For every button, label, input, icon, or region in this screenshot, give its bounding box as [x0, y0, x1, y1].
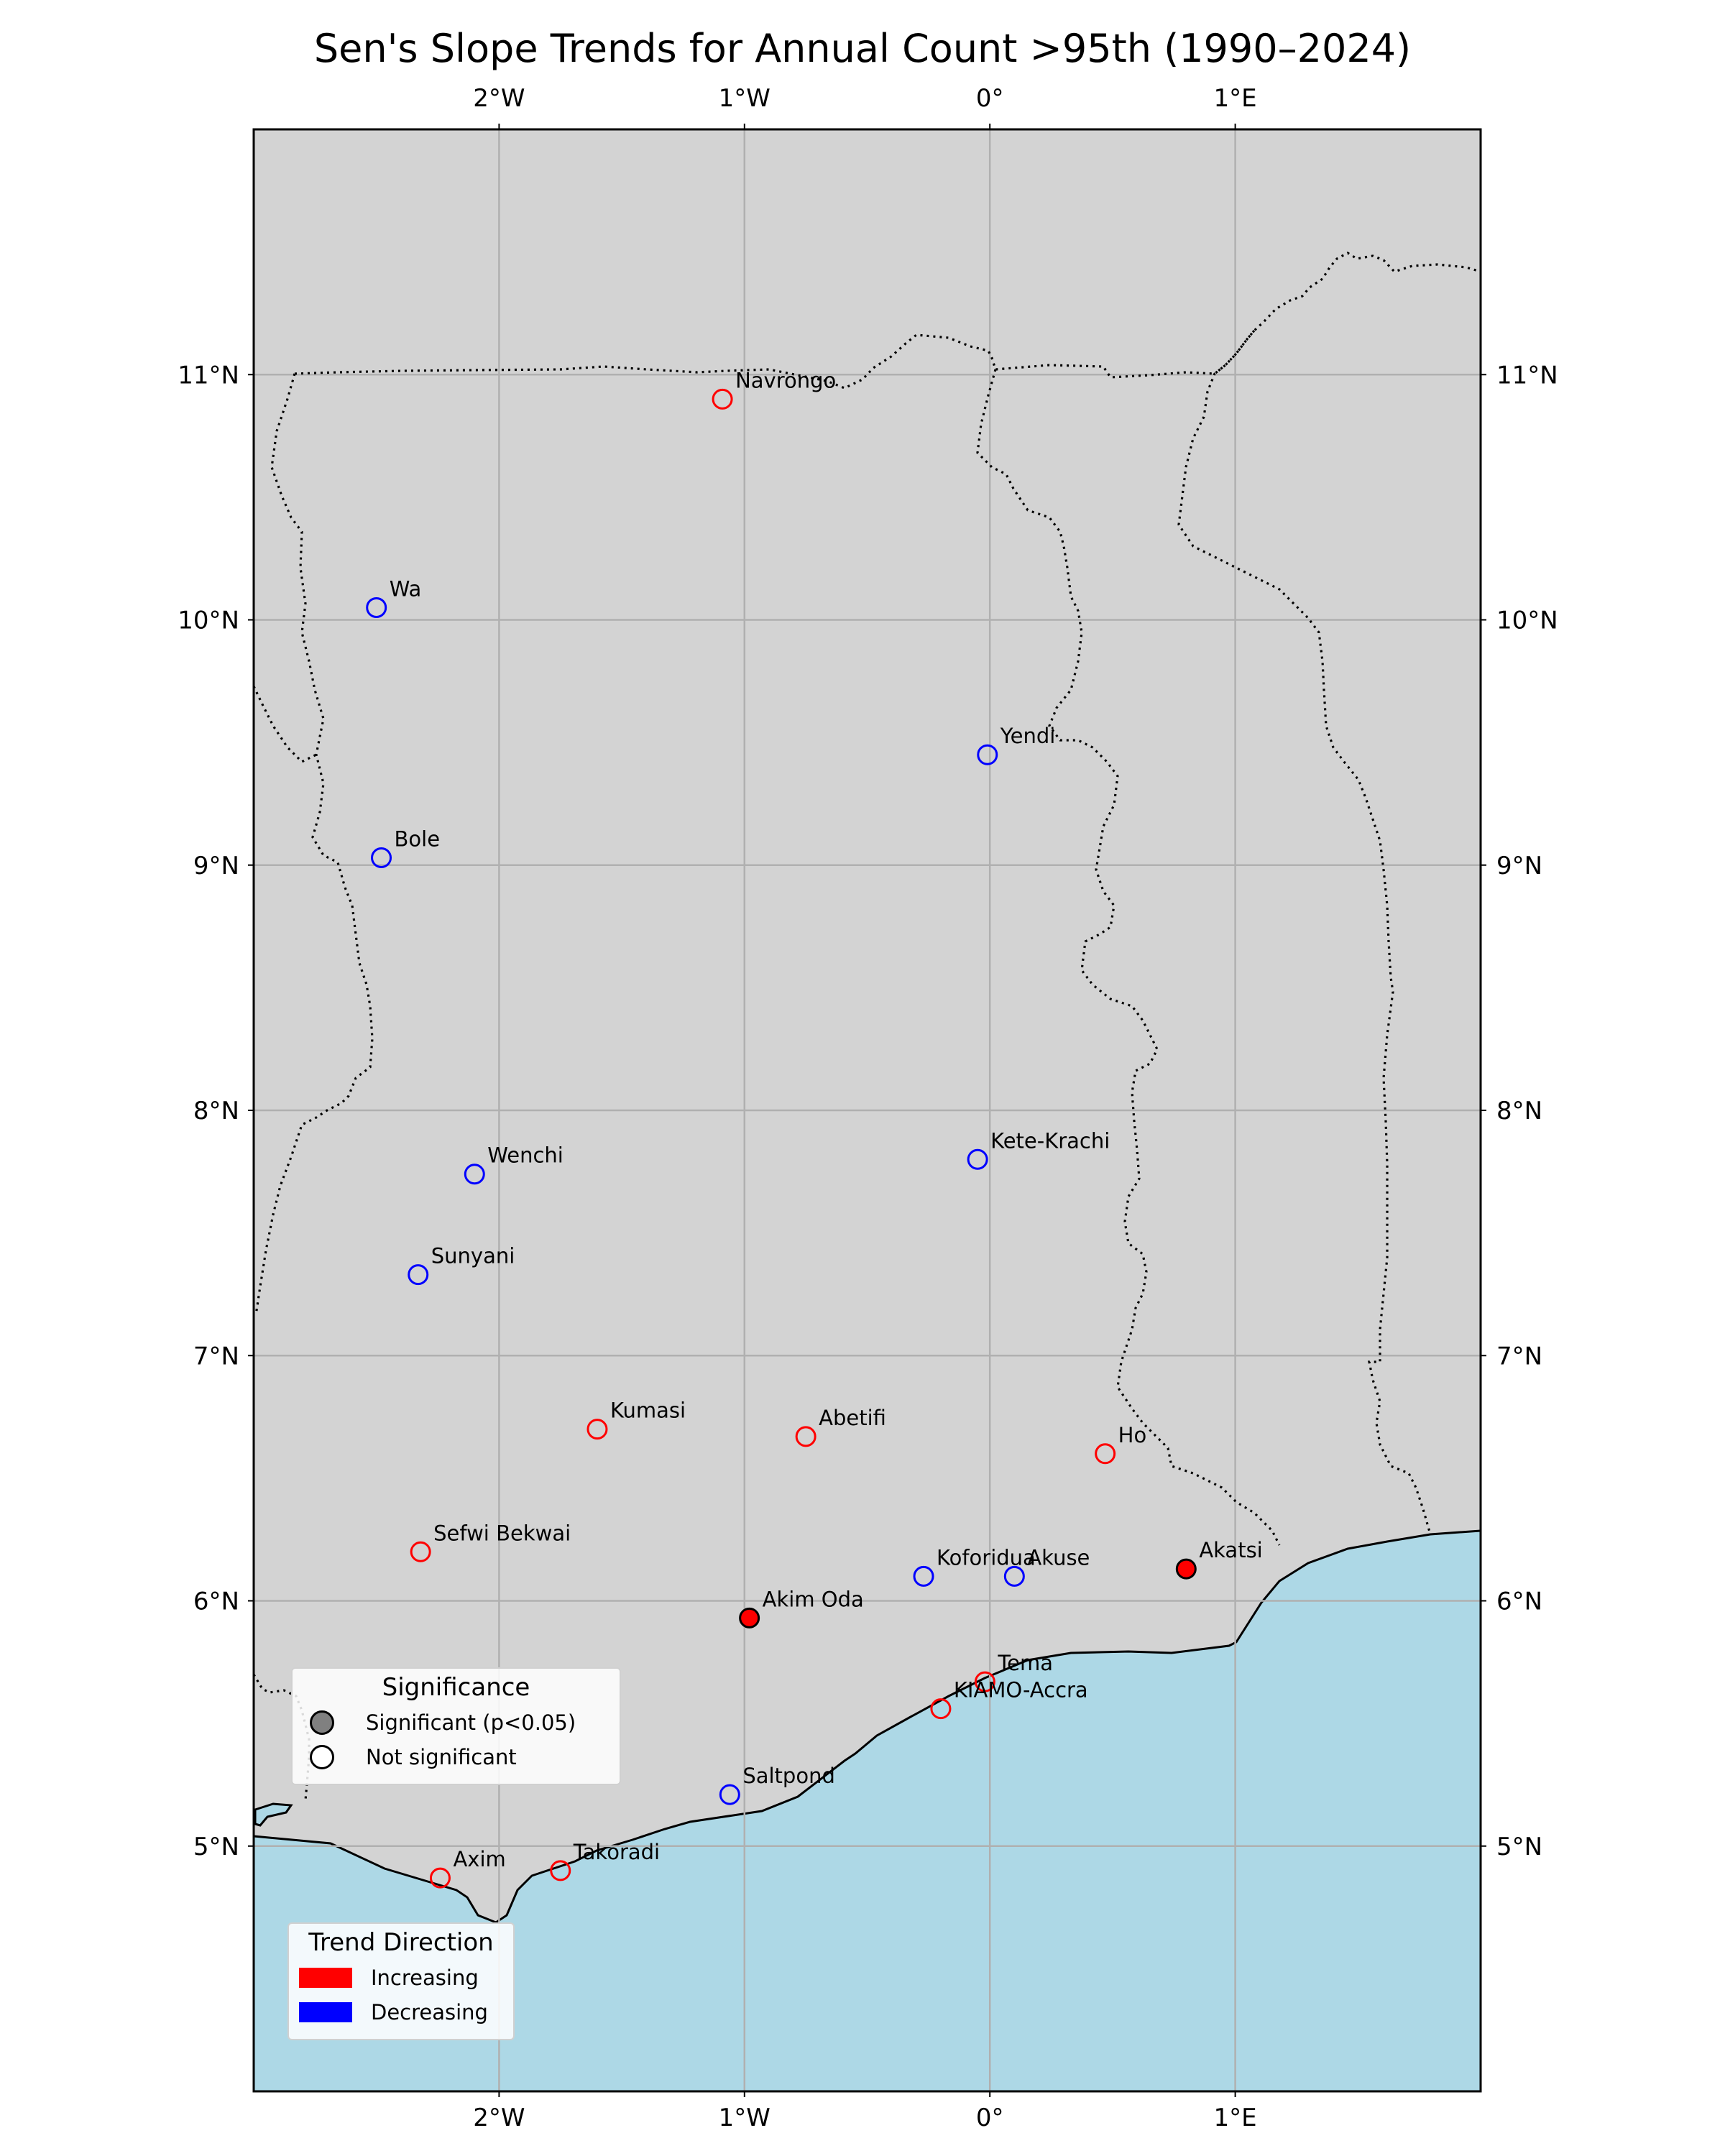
- country-borders: [254, 252, 1481, 1801]
- trend-direction-legend: Trend Direction Increasing Decreasing: [288, 1922, 515, 2040]
- station-marker-tema: [974, 1671, 995, 1692]
- station-marker-wenchi: [464, 1164, 485, 1185]
- land-area: [254, 129, 1481, 1922]
- station-label-bole: Bole: [395, 827, 441, 852]
- station-label-wa: Wa: [390, 576, 422, 601]
- station-marker-yendi: [977, 744, 998, 765]
- legend-decreasing-label: Decreasing: [371, 2000, 488, 2024]
- station-marker-bole: [371, 847, 392, 869]
- station-marker-saltpond: [719, 1784, 740, 1805]
- lagoon: [254, 1802, 293, 1827]
- station-label-tema: Tema: [997, 1651, 1053, 1675]
- station-label-abetifi: Abetifi: [819, 1406, 886, 1430]
- map-title: Sen's Slope Trends for Annual Count >95t…: [313, 26, 1412, 71]
- station-marker-kumasi: [586, 1419, 608, 1440]
- stations-layer: Navrongo Wa Yendi Bole Wenchi Kete-Krachi Suny…: [366, 368, 1263, 1889]
- lat-tick-label-left: 10°N: [178, 607, 239, 635]
- station-label-sefwi-bekwai: Sefwi Bekwai: [433, 1521, 571, 1545]
- station-marker-sunyani: [408, 1264, 429, 1286]
- lon-tick-label-top: 1°W: [719, 84, 770, 113]
- lat-tick-label-left: 6°N: [193, 1588, 239, 1616]
- lat-tick-label-left: 5°N: [193, 1833, 239, 1861]
- station-marker-ho: [1095, 1443, 1116, 1465]
- lat-tick-label-right: 5°N: [1496, 1833, 1542, 1861]
- lat-tick-label-right: 11°N: [1496, 361, 1558, 390]
- station-marker-takoradi: [550, 1860, 571, 1881]
- lon-tick-label-top: 2°W: [473, 84, 525, 113]
- lon-tick-label-bottom: 2°W: [473, 2104, 525, 2132]
- station-label-yendi: Yendi: [1000, 724, 1056, 748]
- lat-tick-label-right: 7°N: [1496, 1342, 1542, 1370]
- decreasing-color-swatch: [299, 2002, 352, 2022]
- station-marker-kete-krachi: [967, 1148, 988, 1170]
- legend-significant-label: Significant (p<0.05): [366, 1710, 576, 1735]
- station-marker-akatsi: [1175, 1558, 1197, 1580]
- lat-tick-label-right: 10°N: [1496, 607, 1558, 635]
- lat-tick-label-right: 6°N: [1496, 1588, 1542, 1616]
- station-marker-sefwi-bekwai: [410, 1541, 431, 1562]
- station-label-navrongo: Navrongo: [735, 368, 836, 392]
- station-marker-akim-oda: [739, 1607, 760, 1628]
- lon-tick-label-bottom: 1°E: [1214, 2104, 1257, 2132]
- not-significant-marker-swatch: [310, 1745, 334, 1769]
- station-label-wenchi: Wenchi: [487, 1143, 564, 1168]
- station-marker-akuse: [1003, 1565, 1025, 1587]
- station-label-kumasi: Kumasi: [610, 1399, 686, 1423]
- lon-tick-label-top: 0°: [976, 84, 1004, 113]
- legend-significant-row: Significant (p<0.05): [310, 1708, 620, 1738]
- lat-tick-label-left: 8°N: [193, 1097, 239, 1125]
- station-label-takoradi: Takoradi: [573, 1840, 660, 1864]
- significance-legend-title: Significance: [382, 1673, 530, 1702]
- increasing-color-swatch: [299, 1968, 352, 1988]
- lat-tick-label-left: 11°N: [178, 361, 239, 390]
- station-label-ho: Ho: [1118, 1423, 1147, 1447]
- station-label-kiamo-accra: KIAMO-Accra: [954, 1678, 1088, 1703]
- lat-tick-label-right: 8°N: [1496, 1097, 1542, 1125]
- station-marker-abetifi: [795, 1426, 816, 1447]
- legend-increasing-row: Increasing: [299, 1963, 513, 1993]
- lat-tick-label-left: 9°N: [193, 852, 239, 880]
- legend-not-significant-label: Not significant: [366, 1745, 517, 1769]
- station-label-akuse: Akuse: [1027, 1545, 1090, 1570]
- station-marker-navrongo: [712, 388, 733, 410]
- grid-lines: [254, 129, 1481, 2091]
- station-marker-koforidua: [913, 1565, 934, 1587]
- lat-tick-label-left: 7°N: [193, 1342, 239, 1370]
- station-label-sunyani: Sunyani: [431, 1244, 515, 1268]
- station-label-koforidua: Koforidua: [937, 1545, 1036, 1570]
- station-label-akatsi: Akatsi: [1199, 1538, 1262, 1562]
- significance-legend: Significance Significant (p<0.05) Not si…: [291, 1667, 621, 1785]
- station-label-saltpond: Saltpond: [742, 1764, 835, 1788]
- lon-tick-label-bottom: 0°: [976, 2104, 1004, 2132]
- legend-decreasing-row: Decreasing: [299, 1997, 513, 2027]
- lat-tick-label-right: 9°N: [1496, 852, 1542, 880]
- station-label-axim: Axim: [453, 1847, 505, 1871]
- legend-increasing-label: Increasing: [371, 1966, 479, 1990]
- lon-tick-label-top: 1°E: [1214, 84, 1257, 113]
- station-label-kete-krachi: Kete-Krachi: [990, 1128, 1110, 1153]
- station-label-akim-oda: Akim Oda: [763, 1587, 864, 1611]
- lon-tick-label-bottom: 1°W: [719, 2104, 770, 2132]
- trend-legend-title: Trend Direction: [308, 1928, 494, 1957]
- station-marker-axim: [429, 1867, 451, 1889]
- legend-not-significant-row: Not significant: [310, 1742, 620, 1772]
- coastline: [254, 1529, 1481, 1924]
- station-marker-kiamo-accra: [930, 1698, 952, 1720]
- significant-marker-swatch: [310, 1710, 334, 1735]
- station-marker-wa: [366, 596, 387, 618]
- axis-ticks: 2°W 2°W 1°W 1°W 0° 0° 1°E 1°E 5°N 5°N 6°N 6°N 7°N 7°N…: [178, 84, 1558, 2132]
- togo-benin-border: [1177, 329, 1432, 1535]
